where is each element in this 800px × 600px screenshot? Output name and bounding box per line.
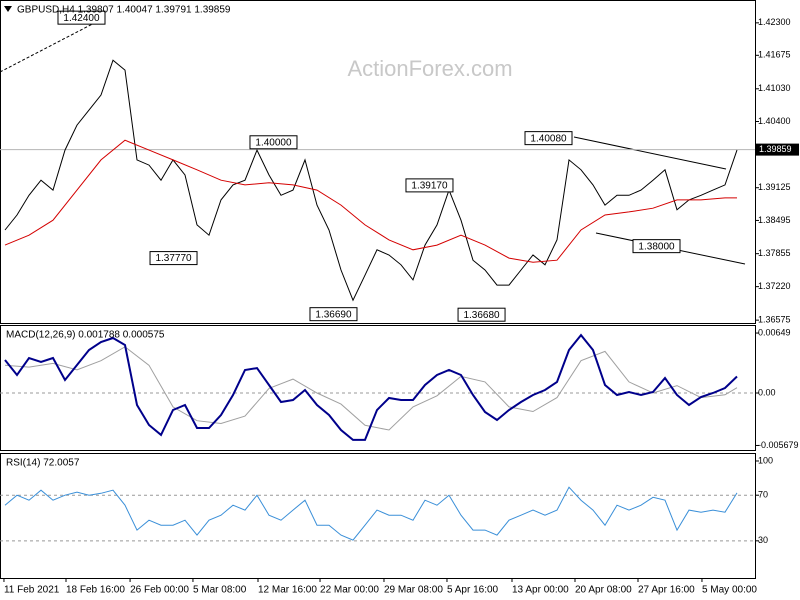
panel-border <box>0 0 756 324</box>
panel-border <box>0 325 756 451</box>
annotation-label: 1.36680 <box>463 310 500 321</box>
panel-title: GBPUSD,H4 1.39807 1.40047 1.39791 1.3985… <box>17 5 231 16</box>
channel-upper <box>573 136 727 170</box>
x-tick-label: 18 Feb 16:00 <box>66 585 125 596</box>
panel-icon <box>4 6 12 12</box>
y-tick-label: 70 <box>758 490 768 500</box>
series-line <box>4 333 738 441</box>
current-price-label: 1.39859 <box>759 144 792 154</box>
x-tick-label: 12 Mar 16:00 <box>258 585 317 596</box>
annotation-label: 1.40080 <box>530 133 567 144</box>
x-tick-label: 5 Apr 16:00 <box>447 585 499 596</box>
annotation-box <box>632 239 681 254</box>
y-tick-label: 0.00 <box>758 387 776 397</box>
x-tick-label: 27 Apr 16:00 <box>638 585 695 596</box>
annotation-label: 1.36690 <box>315 309 352 320</box>
y-tick-label: 1.40400 <box>758 116 791 126</box>
y-tick-label: 100 <box>758 455 773 465</box>
panel-title: MACD(12,26,9) 0.001788 0.000575 <box>6 330 165 341</box>
x-tick-label: 13 Apr 00:00 <box>512 585 569 596</box>
y-tick-label: 1.36575 <box>758 315 791 325</box>
trend-line <box>0 17 105 73</box>
x-tick-label: 29 Mar 08:00 <box>384 585 443 596</box>
annotation-label: 1.40000 <box>255 137 292 148</box>
x-tick-label: 22 Mar 00:00 <box>320 585 379 596</box>
y-tick-label: 1.38495 <box>758 215 791 225</box>
series-line <box>4 346 738 431</box>
series-line <box>4 486 738 541</box>
annotation-box <box>249 135 298 150</box>
annotation-box <box>309 307 358 322</box>
x-tick-label: 26 Feb 00:00 <box>130 585 189 596</box>
y-tick-label: 1.39125 <box>758 182 791 192</box>
annotation-label: 1.37770 <box>155 253 192 264</box>
y-tick-label: 1.37855 <box>758 248 791 258</box>
series-line <box>4 59 738 302</box>
watermark: ActionForex.com <box>347 56 512 81</box>
y-tick-label: 1.42300 <box>758 17 791 27</box>
panel-border <box>0 453 756 579</box>
panel-title: RSI(14) 72.0057 <box>6 458 80 469</box>
annotation-box <box>149 251 198 266</box>
x-tick-label: 20 Apr 08:00 <box>575 585 632 596</box>
current-price-box <box>756 143 799 156</box>
series-line <box>4 139 737 263</box>
annotation-label: 1.42400 <box>63 13 100 24</box>
y-tick-label: 1.37220 <box>758 281 791 291</box>
y-tick-label: 1.41030 <box>758 83 791 93</box>
annotation-box <box>405 178 454 193</box>
annotation-label: 1.39170 <box>411 181 448 192</box>
annotation-box <box>524 131 573 146</box>
y-tick-label: 30 <box>758 535 768 545</box>
annotation-label: 1.38000 <box>638 241 675 252</box>
annotation-box <box>57 10 106 25</box>
y-tick-label: 0.00649 <box>758 327 791 337</box>
y-tick-label: 1.41675 <box>758 50 791 60</box>
x-tick-label: 11 Feb 2021 <box>4 585 60 596</box>
annotation-box <box>457 307 506 322</box>
x-tick-label: 5 May 00:00 <box>702 585 757 596</box>
x-tick-label: 5 Mar 08:00 <box>193 585 247 596</box>
y-tick-label: -0.005679 <box>758 440 799 450</box>
